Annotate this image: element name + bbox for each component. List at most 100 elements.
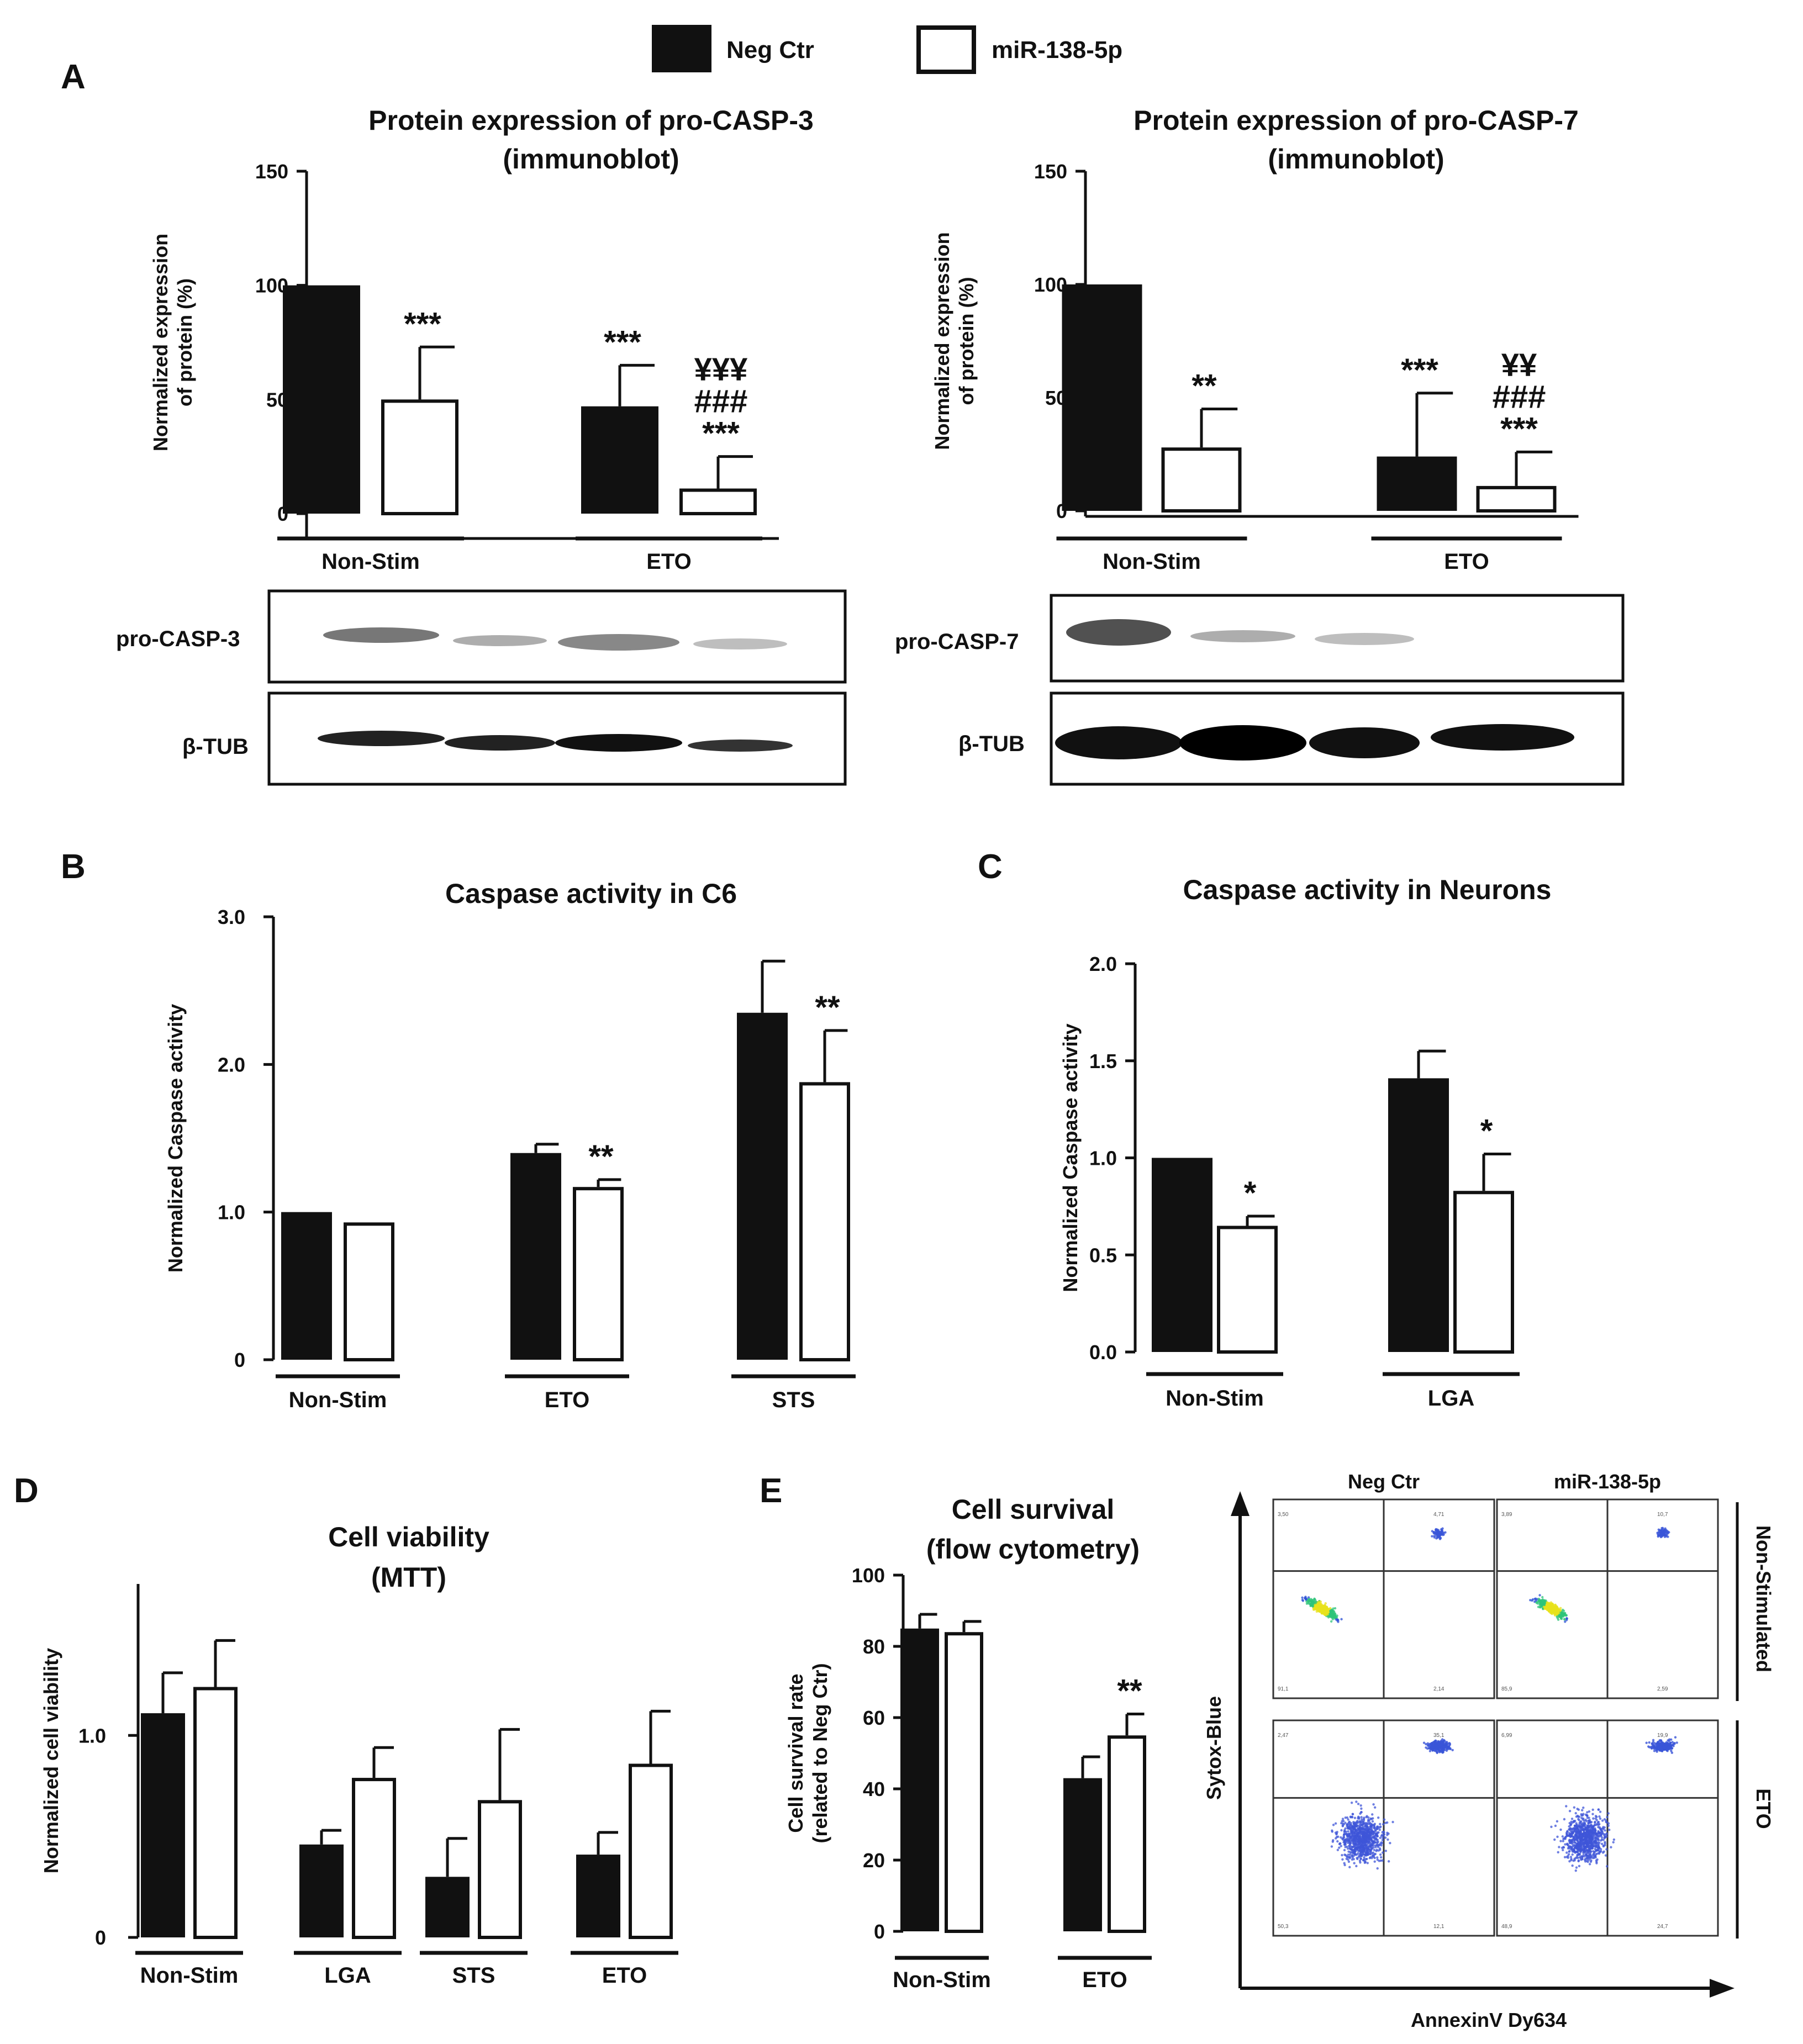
flow-event-dot <box>1569 1827 1572 1830</box>
flow-event-dot <box>1593 1835 1596 1837</box>
flow-event-dot <box>1378 1828 1381 1831</box>
flow-event-dot <box>1433 1744 1437 1747</box>
bar-neg-ctr <box>1152 1158 1212 1352</box>
bar-mir-138-5p <box>1108 1735 1146 1933</box>
flow-event-dot <box>1378 1844 1380 1847</box>
flow-event-dot <box>1383 1818 1386 1821</box>
flow-event-dot <box>1655 1747 1658 1750</box>
quadrant-value-q3: 24,7 <box>1657 1924 1668 1930</box>
flow-event-dot <box>1358 1823 1362 1826</box>
flow-event-dot <box>1335 1835 1338 1839</box>
flow-event-dot <box>1558 1613 1561 1617</box>
flow-event-dot <box>1583 1841 1586 1844</box>
flow-event-dot <box>1340 1845 1342 1847</box>
y-tick-label: 100 <box>852 1564 885 1587</box>
flow-event-dot <box>1575 1850 1578 1853</box>
flow-event-dot <box>1668 1744 1671 1746</box>
flow-event-dot <box>1386 1838 1389 1841</box>
category-label: ETO <box>1082 1968 1127 1992</box>
flow-event-dot <box>1584 1847 1586 1850</box>
flow-event-dot <box>1433 1531 1436 1534</box>
flow-event-dot <box>1352 1822 1356 1825</box>
flow-event-dot <box>1375 1828 1378 1830</box>
chart-title: Cell survival <box>952 1494 1115 1525</box>
flow-event-dot <box>1561 1835 1564 1838</box>
flow-event-dot <box>1562 1837 1565 1840</box>
flow-event-dot <box>1319 1600 1322 1603</box>
flow-event-dot <box>1655 1742 1658 1745</box>
flow-event-dot <box>1597 1824 1600 1826</box>
flow-event-dot <box>1373 1856 1376 1860</box>
category-label: ETO <box>1444 550 1489 574</box>
flow-event-dot <box>1661 1527 1664 1529</box>
flow-event-dot <box>1584 1813 1588 1816</box>
flow-plot: 6,99 19,9 48,9 24,7 <box>1496 1719 1719 1937</box>
chart-title: (MTT) <box>371 1562 446 1593</box>
flow-event-dot <box>1597 1839 1600 1842</box>
flow-event-dot <box>1346 1816 1349 1819</box>
category-label: ETO <box>545 1388 590 1412</box>
flow-event-dot <box>1587 1849 1590 1852</box>
flow-event-dot <box>1364 1861 1367 1863</box>
flow-event-dot <box>1582 1829 1585 1831</box>
flow-event-dot <box>1350 1830 1353 1833</box>
flow-event-dot <box>1381 1839 1384 1841</box>
flow-event-dot <box>1315 1605 1317 1608</box>
blot-band <box>1066 619 1171 646</box>
flow-event-dot <box>1307 1596 1310 1599</box>
quadrant-value-q1: 2,47 <box>1278 1733 1289 1739</box>
flow-event-dot <box>1373 1853 1376 1856</box>
flow-event-dot <box>1582 1813 1585 1815</box>
flow-event-dot <box>1579 1837 1581 1840</box>
y-axis-label: (related to Neg Ctr) <box>809 1663 831 1843</box>
flow-event-dot <box>1569 1829 1572 1832</box>
flow-event-dot <box>1594 1832 1597 1835</box>
flow-event-dot <box>1441 1738 1444 1741</box>
flow-event-dot <box>1373 1860 1376 1863</box>
flow-event-dot <box>1326 1613 1329 1616</box>
flow-event-dot <box>1601 1851 1605 1854</box>
flow-event-dot <box>1565 1835 1568 1837</box>
flow-event-dot <box>1580 1829 1583 1832</box>
flow-event-dot <box>1354 1839 1357 1842</box>
flow-event-dot <box>1580 1825 1584 1828</box>
flow-event-dot <box>1437 1533 1440 1536</box>
flow-event-dot <box>1351 1850 1354 1853</box>
flow-event-dot <box>1361 1821 1364 1824</box>
flow-event-dot <box>1317 1605 1320 1608</box>
flow-event-dot <box>1437 1530 1441 1534</box>
flow-event-dot <box>1612 1838 1616 1841</box>
y-tick-label: 2.0 <box>218 1053 245 1076</box>
quadrant-value-q1: 6,99 <box>1501 1733 1512 1739</box>
flow-event-dot <box>1379 1853 1382 1856</box>
flow-event-dot <box>1364 1844 1367 1847</box>
flow-event-dot <box>1364 1840 1367 1842</box>
flow-event-dot <box>1603 1834 1606 1837</box>
flow-event-dot <box>1564 1620 1567 1623</box>
quadrant-value-q2: 10,7 <box>1657 1512 1668 1518</box>
flow-event-dot <box>1431 1535 1433 1538</box>
flow-event-dot <box>1338 1846 1341 1849</box>
flow-event-dot <box>1576 1847 1579 1850</box>
flow-event-dot <box>1382 1836 1384 1839</box>
flow-event-dot <box>1448 1742 1451 1745</box>
flow-event-dot <box>1572 1838 1575 1841</box>
flow-event-dot <box>1600 1836 1604 1839</box>
flow-plot: 2,47 35,1 50,3 12,1 <box>1272 1719 1495 1937</box>
legend-swatch-mir <box>916 25 976 74</box>
flow-event-dot <box>1579 1820 1582 1824</box>
flow-event-dot <box>1652 1740 1655 1744</box>
flow-event-dot <box>1604 1854 1607 1857</box>
flow-event-dot <box>1314 1602 1317 1604</box>
flow-event-dot <box>1367 1828 1370 1831</box>
flow-event-dot <box>1347 1830 1349 1833</box>
flow-event-dot <box>1578 1865 1581 1867</box>
quadrant-value-q4: 91,1 <box>1278 1686 1289 1692</box>
flow-event-dot <box>1531 1598 1535 1601</box>
flow-event-dot <box>1353 1848 1356 1851</box>
flow-event-dot <box>1582 1833 1585 1836</box>
flow-event-dot <box>1365 1829 1368 1832</box>
flow-event-dot <box>1657 1747 1660 1750</box>
flow-event-dot <box>1379 1856 1383 1859</box>
flow-event-dot <box>1359 1852 1362 1855</box>
